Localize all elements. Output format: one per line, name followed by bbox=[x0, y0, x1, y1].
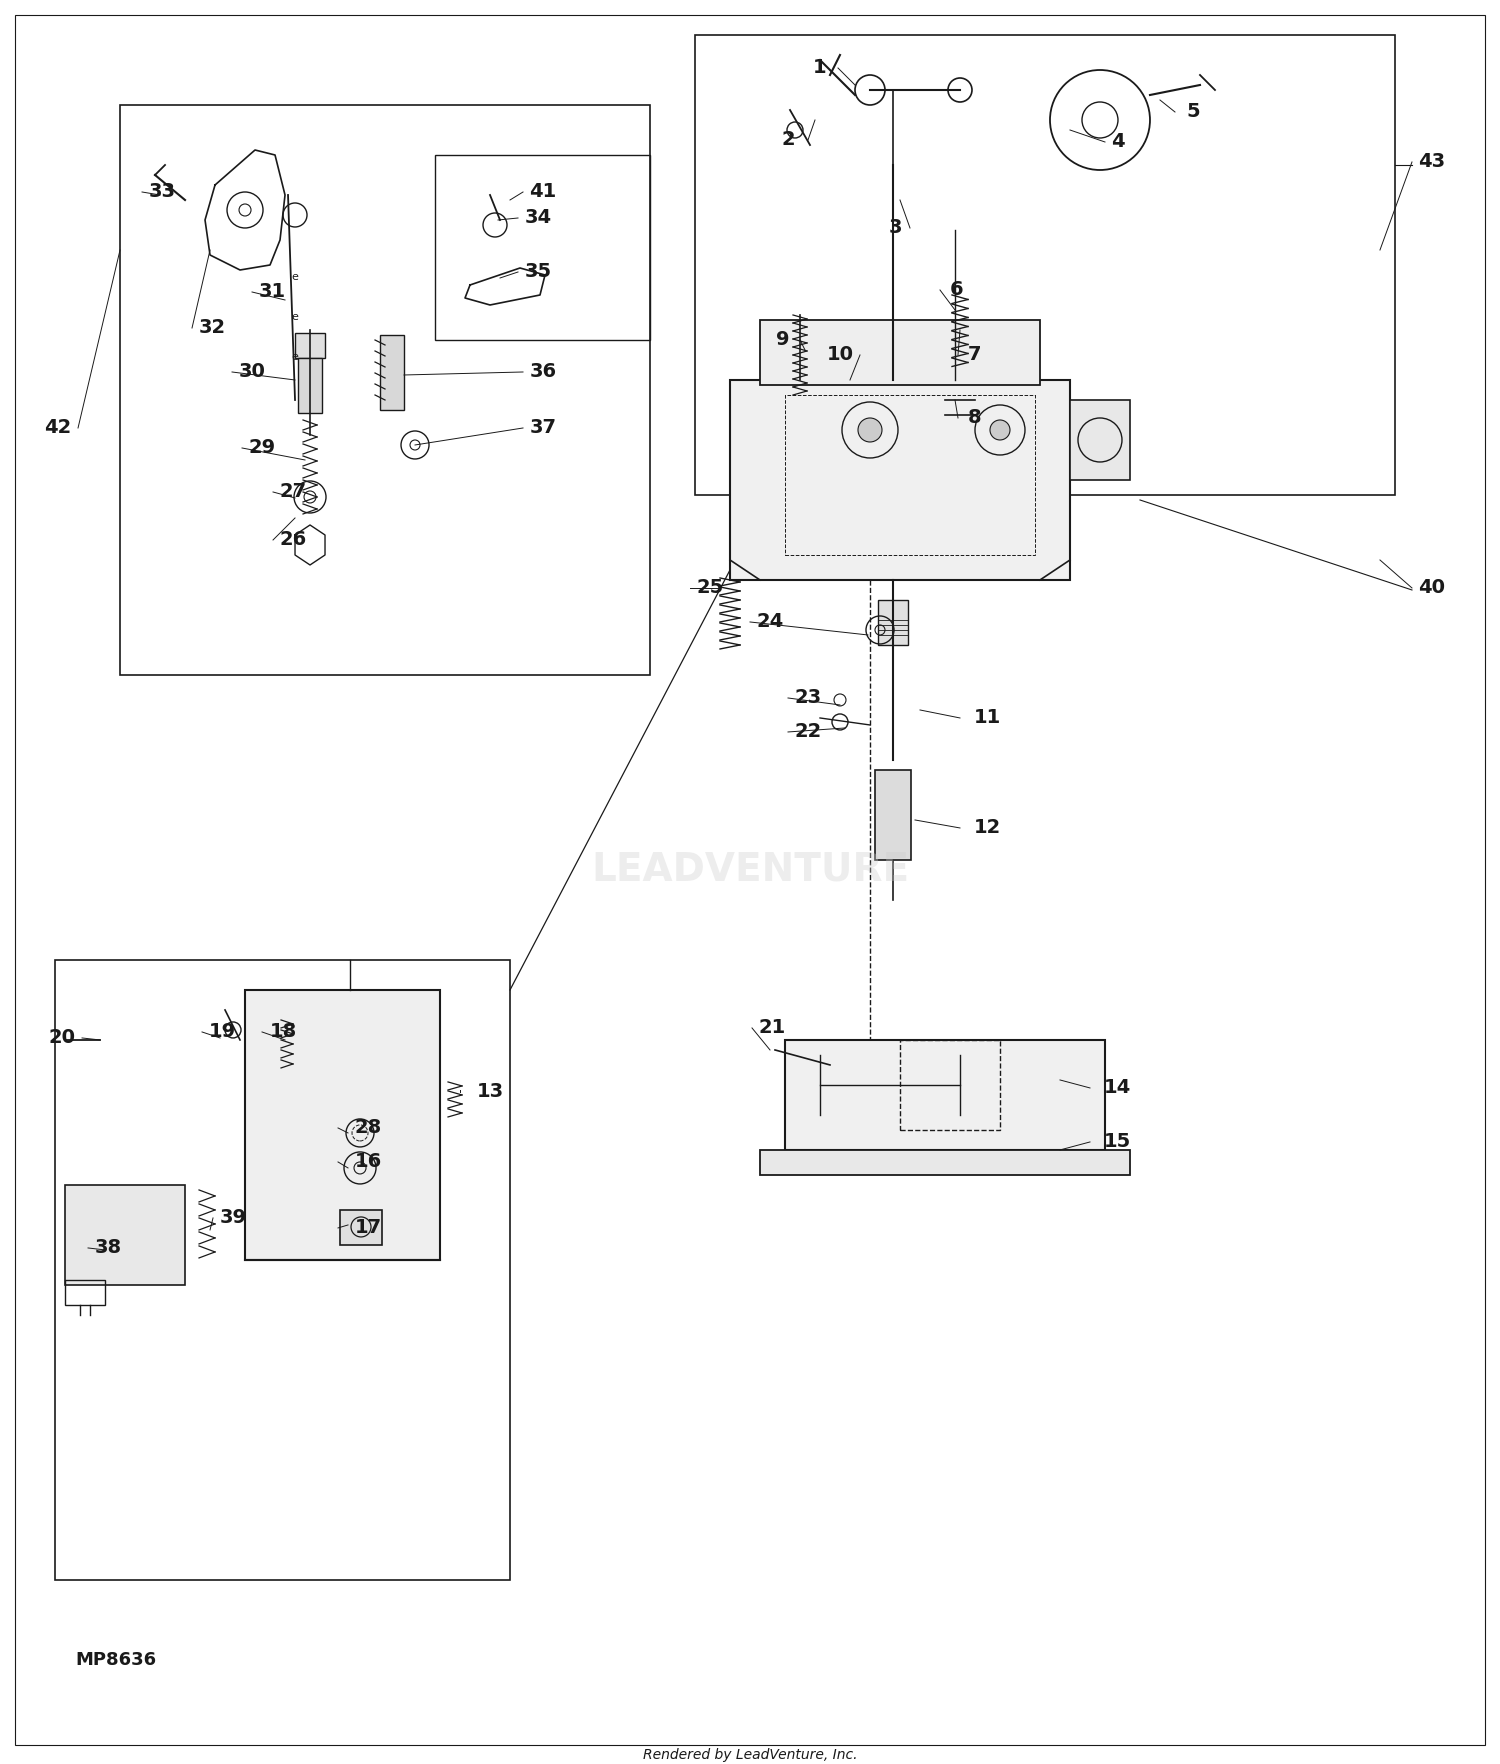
Bar bbox=[380, 335, 404, 409]
Text: 27: 27 bbox=[279, 483, 306, 501]
Bar bbox=[874, 769, 910, 861]
Text: 1: 1 bbox=[813, 58, 826, 78]
Text: 30: 30 bbox=[238, 362, 266, 381]
Text: 32: 32 bbox=[198, 319, 225, 337]
Text: 16: 16 bbox=[354, 1152, 381, 1171]
Text: 39: 39 bbox=[219, 1208, 246, 1228]
Text: 19: 19 bbox=[209, 1023, 236, 1041]
Bar bbox=[730, 379, 1070, 580]
Text: 2: 2 bbox=[782, 131, 795, 150]
Text: 7: 7 bbox=[968, 346, 981, 365]
Text: 20: 20 bbox=[48, 1028, 75, 1048]
Bar bbox=[298, 358, 322, 413]
Text: 23: 23 bbox=[795, 688, 822, 707]
Text: 15: 15 bbox=[1104, 1132, 1131, 1152]
Bar bbox=[340, 1210, 382, 1245]
Text: 3: 3 bbox=[888, 219, 902, 238]
Circle shape bbox=[858, 418, 882, 443]
Circle shape bbox=[990, 420, 1010, 439]
Text: 40: 40 bbox=[1419, 579, 1446, 598]
Bar bbox=[760, 1150, 1130, 1175]
Text: 6: 6 bbox=[950, 280, 964, 300]
Text: 9: 9 bbox=[776, 330, 789, 349]
Text: 18: 18 bbox=[270, 1023, 297, 1041]
Text: 33: 33 bbox=[148, 182, 176, 201]
Bar bbox=[1070, 400, 1130, 480]
Text: 26: 26 bbox=[279, 531, 306, 549]
Text: 4: 4 bbox=[1112, 132, 1125, 152]
Text: 11: 11 bbox=[974, 709, 1000, 727]
Text: e: e bbox=[291, 353, 298, 362]
Bar bbox=[244, 990, 440, 1259]
Text: 5: 5 bbox=[1186, 102, 1200, 122]
Text: 28: 28 bbox=[354, 1118, 381, 1138]
Text: 25: 25 bbox=[696, 579, 723, 598]
Text: 14: 14 bbox=[1104, 1078, 1131, 1097]
Text: 17: 17 bbox=[354, 1219, 381, 1238]
Bar bbox=[784, 395, 1035, 556]
Text: 29: 29 bbox=[249, 439, 276, 457]
Text: 13: 13 bbox=[477, 1083, 504, 1101]
Bar bbox=[296, 333, 326, 358]
Text: 41: 41 bbox=[530, 182, 556, 201]
Text: LEADVENTURE: LEADVENTURE bbox=[591, 850, 909, 889]
Bar bbox=[878, 600, 908, 646]
Text: MP8636: MP8636 bbox=[75, 1651, 156, 1669]
Text: 42: 42 bbox=[45, 418, 72, 437]
Text: Rendered by LeadVenture, Inc.: Rendered by LeadVenture, Inc. bbox=[642, 1748, 858, 1762]
Text: 22: 22 bbox=[795, 723, 822, 741]
Bar bbox=[760, 319, 1040, 385]
Bar bbox=[694, 35, 1395, 496]
Text: 36: 36 bbox=[530, 362, 556, 381]
Text: 38: 38 bbox=[94, 1238, 122, 1258]
Bar bbox=[900, 1041, 1001, 1131]
Text: 34: 34 bbox=[525, 208, 552, 228]
Text: 21: 21 bbox=[759, 1018, 786, 1037]
Bar bbox=[784, 1041, 1106, 1150]
Text: 24: 24 bbox=[756, 612, 783, 632]
Text: 37: 37 bbox=[530, 418, 556, 437]
Text: e: e bbox=[291, 272, 298, 282]
Text: 43: 43 bbox=[1419, 152, 1446, 171]
Text: 8: 8 bbox=[968, 409, 982, 427]
Text: 12: 12 bbox=[974, 818, 1000, 838]
Text: 35: 35 bbox=[525, 263, 552, 282]
Bar bbox=[435, 155, 650, 340]
Bar bbox=[64, 1185, 184, 1284]
Text: 10: 10 bbox=[827, 346, 854, 365]
Bar bbox=[56, 960, 510, 1581]
Text: 31: 31 bbox=[258, 282, 285, 302]
Bar bbox=[120, 106, 650, 676]
Text: e: e bbox=[291, 312, 298, 323]
Bar bbox=[64, 1281, 105, 1305]
